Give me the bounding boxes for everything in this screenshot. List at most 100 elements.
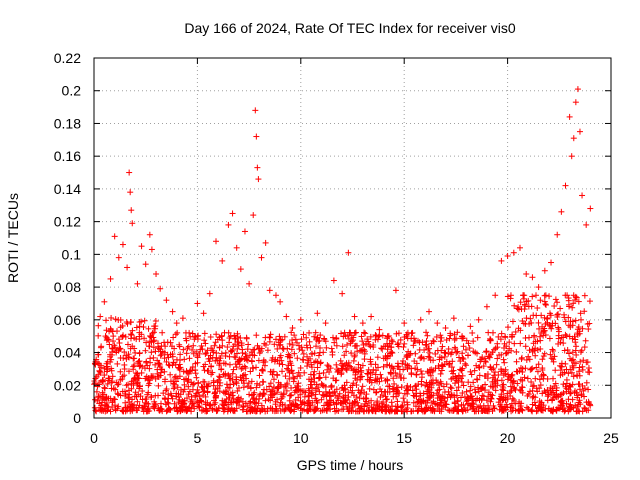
noise-point <box>114 360 121 367</box>
noise-point <box>370 386 377 393</box>
noise-point <box>198 342 205 349</box>
noise-point <box>283 387 290 394</box>
noise-point <box>245 341 252 348</box>
noise-point <box>400 343 407 350</box>
noise-point <box>448 385 455 392</box>
y-tick-label: 0.16 <box>54 148 81 164</box>
noise-point <box>162 376 169 383</box>
noise-point <box>362 330 369 337</box>
y-tick-label: 0.06 <box>54 312 81 328</box>
data-point <box>186 329 193 336</box>
noise-point <box>463 388 470 395</box>
data-point <box>134 280 141 287</box>
noise-point <box>413 371 420 378</box>
noise-point <box>112 316 119 323</box>
noise-point <box>541 350 548 357</box>
noise-point <box>318 396 325 403</box>
noise-point <box>570 356 577 363</box>
noise-point <box>549 346 556 353</box>
data-point <box>107 275 114 282</box>
noise-point <box>319 407 326 414</box>
noise-point <box>316 374 323 381</box>
data-point <box>504 253 511 259</box>
y-tick-label: 0.1 <box>62 246 82 262</box>
noise-point <box>501 359 508 366</box>
noise-point <box>93 388 100 395</box>
noise-point <box>265 396 272 403</box>
noise-point <box>123 382 130 389</box>
noise-point <box>213 331 220 338</box>
noise-point <box>488 395 495 402</box>
noise-point <box>294 383 301 390</box>
noise-point <box>358 333 365 340</box>
noise-point <box>522 365 529 372</box>
noise-point <box>439 343 446 350</box>
y-tick-label: 0.02 <box>54 377 81 393</box>
noise-point <box>114 390 121 397</box>
noise-point <box>103 327 110 334</box>
noise-point <box>170 334 177 341</box>
noise-point <box>457 394 464 401</box>
noise-point <box>136 319 143 326</box>
noise-point <box>532 345 539 352</box>
noise-point <box>297 397 304 404</box>
noise-point <box>525 353 532 360</box>
noise-point <box>256 382 263 389</box>
data-point <box>146 231 153 238</box>
noise-point <box>295 342 302 349</box>
noise-point <box>416 346 423 353</box>
noise-point <box>116 340 123 347</box>
noise-point <box>586 369 593 376</box>
noise-point <box>256 372 263 379</box>
y-tick-label: 0.14 <box>54 181 81 197</box>
noise-point <box>176 365 183 372</box>
noise-point <box>254 380 261 387</box>
noise-point <box>101 372 108 379</box>
noise-point <box>301 369 308 376</box>
noise-point <box>579 325 586 332</box>
noise-point <box>270 376 277 383</box>
noise-point <box>219 337 226 344</box>
noise-point <box>112 386 119 393</box>
noise-point <box>243 334 250 341</box>
noise-point <box>506 339 513 346</box>
noise-point <box>343 348 350 355</box>
noise-point <box>501 344 508 351</box>
noise-point <box>482 387 489 394</box>
noise-point <box>529 293 536 300</box>
noise-point <box>133 324 140 331</box>
x-tick-label: 10 <box>293 430 309 446</box>
data-point <box>206 290 213 297</box>
data-point <box>306 329 313 336</box>
noise-point <box>155 382 162 389</box>
noise-point <box>311 368 318 375</box>
noise-point <box>389 385 396 392</box>
noise-point <box>477 385 484 392</box>
noise-point <box>324 362 331 369</box>
noise-point <box>529 407 536 414</box>
noise-point <box>548 325 555 332</box>
data-point <box>173 320 180 327</box>
noise-point <box>519 369 526 376</box>
noise-point <box>585 326 592 333</box>
noise-point <box>202 351 209 358</box>
noise-point <box>152 317 159 324</box>
noise-point <box>404 386 411 393</box>
data-point <box>250 212 257 219</box>
noise-point <box>417 368 424 375</box>
noise-point <box>288 329 295 336</box>
data-point <box>434 320 441 327</box>
noise-point <box>128 332 135 339</box>
noise-point <box>407 383 414 390</box>
data-point <box>179 315 186 322</box>
noise-point <box>320 392 327 399</box>
noise-point <box>148 349 155 356</box>
noise-point <box>312 329 319 336</box>
noise-point <box>127 335 134 342</box>
noise-point <box>468 371 475 378</box>
y-tick-label: 0.08 <box>54 279 81 295</box>
data-point <box>541 267 548 274</box>
noise-point <box>273 371 280 378</box>
noise-point <box>291 350 298 357</box>
x-axis-label: GPS time / hours <box>297 457 404 473</box>
